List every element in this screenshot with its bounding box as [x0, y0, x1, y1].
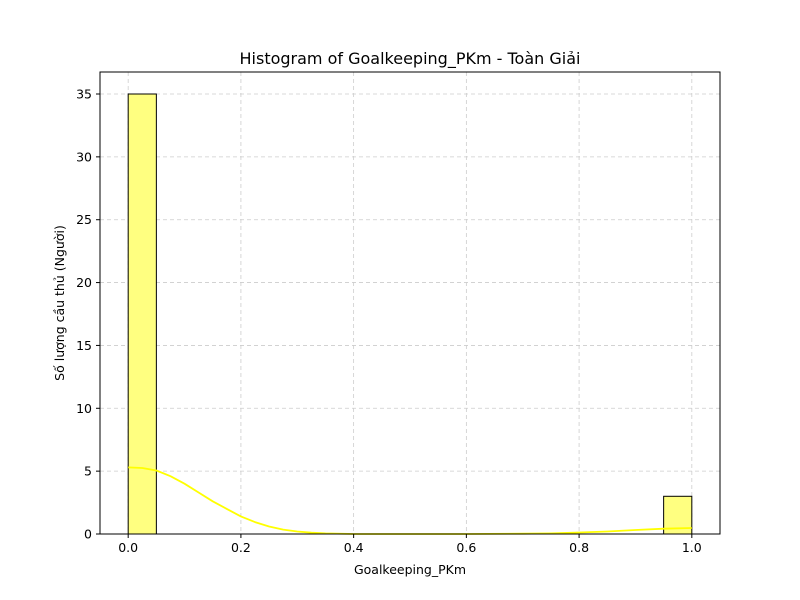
x-tick-label: 0.4 — [344, 540, 364, 555]
y-tick-label: 10 — [76, 401, 92, 416]
grid-lines — [100, 72, 720, 535]
x-tick-label: 1.0 — [682, 540, 702, 555]
axis-ticks: 0.0 0.2 0.4 0.6 0.8 1.0 0 5 10 15 20 25 30 35 — [76, 87, 702, 556]
y-tick-label: 20 — [76, 275, 92, 290]
chart-title: Histogram of Goalkeeping_PKm - Toàn Giải — [240, 49, 581, 69]
x-tick-label: 0.0 — [118, 540, 138, 555]
y-tick-label: 0 — [84, 527, 92, 542]
x-tick-label: 0.2 — [231, 540, 251, 555]
histogram-bar — [127, 93, 157, 535]
y-tick-label: 15 — [76, 338, 92, 353]
histogram-bars — [127, 93, 693, 535]
kde-line — [128, 466, 692, 535]
y-tick-label: 30 — [76, 149, 92, 164]
x-axis-label: Goalkeeping_PKm — [354, 562, 466, 577]
y-axis-label: Số lượng cầu thủ (Người) — [52, 225, 67, 381]
y-tick-label: 25 — [76, 212, 92, 227]
x-tick-label: 0.8 — [569, 540, 589, 555]
y-tick-label: 5 — [84, 464, 92, 479]
y-tick-label: 35 — [76, 87, 92, 102]
x-tick-label: 0.6 — [456, 540, 476, 555]
kde-curve — [128, 466, 692, 535]
plot-frame — [99, 71, 721, 535]
